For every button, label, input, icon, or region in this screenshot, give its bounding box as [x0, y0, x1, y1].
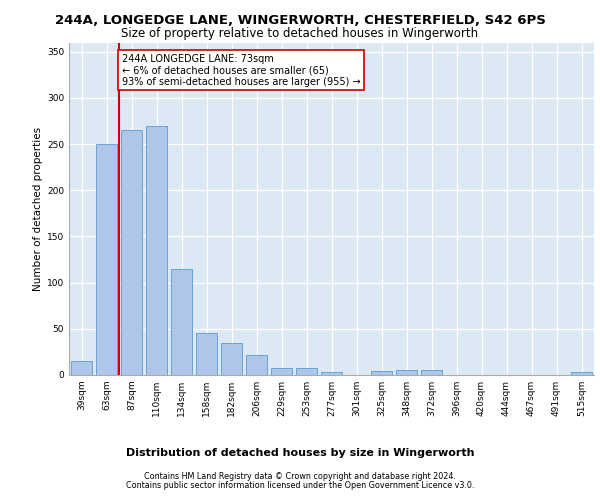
- Bar: [296, 368, 317, 375]
- Bar: [71, 361, 92, 375]
- Bar: [571, 372, 592, 375]
- Bar: [321, 372, 342, 375]
- Bar: [146, 126, 167, 375]
- Text: Size of property relative to detached houses in Wingerworth: Size of property relative to detached ho…: [121, 28, 479, 40]
- Text: 244A LONGEDGE LANE: 73sqm
← 6% of detached houses are smaller (65)
93% of semi-d: 244A LONGEDGE LANE: 73sqm ← 6% of detach…: [121, 54, 360, 87]
- Text: 244A, LONGEDGE LANE, WINGERWORTH, CHESTERFIELD, S42 6PS: 244A, LONGEDGE LANE, WINGERWORTH, CHESTE…: [55, 14, 545, 27]
- Bar: [421, 370, 442, 375]
- Text: Contains HM Land Registry data © Crown copyright and database right 2024.: Contains HM Land Registry data © Crown c…: [144, 472, 456, 481]
- Text: Contains public sector information licensed under the Open Government Licence v3: Contains public sector information licen…: [126, 481, 474, 490]
- Bar: [171, 269, 192, 375]
- Bar: [371, 372, 392, 375]
- Bar: [396, 370, 417, 375]
- Bar: [96, 144, 117, 375]
- Bar: [246, 354, 267, 375]
- Bar: [221, 342, 242, 375]
- Bar: [121, 130, 142, 375]
- Text: Distribution of detached houses by size in Wingerworth: Distribution of detached houses by size …: [126, 448, 474, 458]
- Bar: [196, 334, 217, 375]
- Bar: [271, 368, 292, 375]
- Y-axis label: Number of detached properties: Number of detached properties: [33, 126, 43, 291]
